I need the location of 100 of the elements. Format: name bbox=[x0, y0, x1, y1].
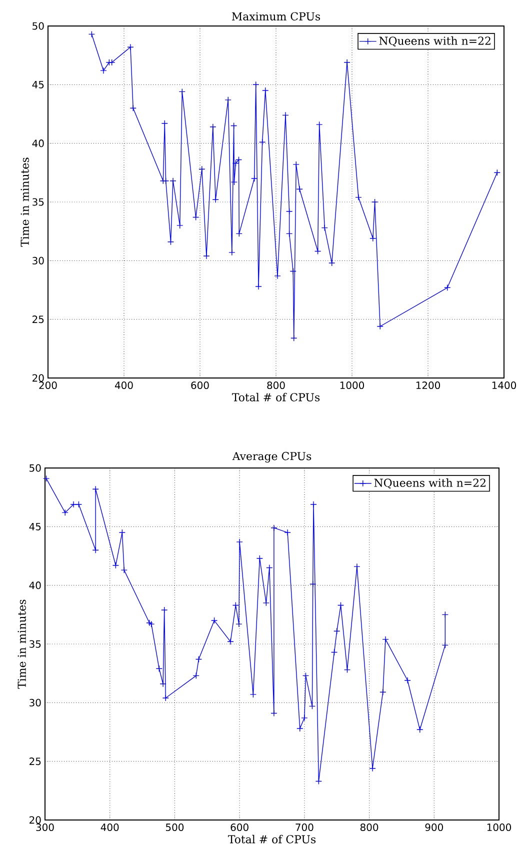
y-tick-label: 35 bbox=[30, 640, 41, 648]
x-tick-label: 1000 bbox=[340, 382, 364, 390]
y-tick-label: 25 bbox=[32, 316, 44, 324]
legend-label: NQueens with n=22 bbox=[379, 36, 490, 46]
y-tick-label: 40 bbox=[29, 582, 41, 590]
x-tick-label: 1400 bbox=[492, 382, 516, 390]
point bbox=[290, 334, 298, 342]
x-tick-label: 1200 bbox=[416, 382, 440, 390]
point bbox=[316, 121, 323, 128]
point bbox=[112, 562, 120, 569]
point bbox=[75, 501, 82, 508]
point bbox=[284, 529, 291, 536]
point bbox=[370, 235, 376, 242]
y-axis-title: Time in minutes bbox=[18, 600, 26, 689]
y-tick-label: 25 bbox=[30, 758, 41, 766]
point bbox=[210, 617, 218, 624]
point bbox=[228, 249, 236, 256]
point bbox=[286, 230, 293, 238]
point bbox=[92, 546, 99, 554]
x-tick-label: 600 bbox=[230, 824, 248, 832]
point bbox=[301, 714, 308, 722]
point bbox=[118, 529, 126, 536]
point bbox=[250, 691, 257, 698]
point bbox=[108, 59, 116, 66]
point bbox=[160, 680, 166, 688]
point bbox=[232, 602, 240, 609]
point bbox=[266, 564, 273, 572]
y-tick-label: 30 bbox=[30, 698, 41, 706]
point bbox=[192, 672, 200, 680]
x-tick-label: 500 bbox=[166, 824, 184, 832]
point bbox=[236, 230, 242, 238]
point bbox=[416, 726, 424, 733]
point bbox=[230, 178, 238, 186]
y-axis-title: Time in minutes bbox=[20, 158, 29, 247]
point bbox=[442, 642, 449, 649]
point bbox=[270, 710, 278, 717]
point bbox=[212, 196, 219, 203]
y-tick-label: 40 bbox=[32, 140, 44, 148]
x-tick-label: 200 bbox=[39, 382, 57, 390]
chart-title: Maximum CPUs bbox=[232, 12, 320, 20]
point bbox=[148, 620, 155, 628]
x-tick-label: 700 bbox=[296, 824, 314, 832]
x-tick-label: 800 bbox=[360, 824, 378, 832]
x-axis-title: Total # of CPUs bbox=[232, 392, 320, 402]
point bbox=[330, 648, 338, 656]
point bbox=[232, 160, 240, 167]
y-tick-label: 20 bbox=[30, 816, 41, 824]
point bbox=[382, 636, 389, 643]
point bbox=[162, 178, 170, 184]
point bbox=[162, 694, 169, 702]
x-tick-label: 400 bbox=[114, 382, 133, 390]
point bbox=[42, 475, 50, 482]
point bbox=[235, 156, 242, 164]
legend-label: NQueens with n=22 bbox=[374, 478, 486, 489]
point bbox=[310, 580, 316, 588]
point bbox=[371, 198, 378, 206]
point bbox=[355, 194, 362, 201]
point bbox=[282, 112, 289, 119]
point bbox=[442, 611, 449, 618]
point bbox=[100, 67, 107, 74]
y-tick-label: 45 bbox=[29, 522, 41, 530]
point bbox=[255, 283, 262, 290]
point bbox=[230, 122, 238, 130]
point bbox=[314, 248, 322, 255]
x-tick-label: 1000 bbox=[487, 824, 512, 832]
point bbox=[210, 124, 216, 130]
point bbox=[161, 606, 168, 614]
point bbox=[146, 620, 153, 626]
point bbox=[178, 88, 186, 96]
point bbox=[130, 104, 136, 112]
point bbox=[127, 44, 134, 50]
point bbox=[120, 566, 128, 574]
point bbox=[321, 224, 328, 232]
point bbox=[310, 501, 317, 508]
point bbox=[344, 666, 351, 674]
point bbox=[198, 166, 206, 172]
point bbox=[262, 87, 269, 94]
point bbox=[227, 638, 234, 645]
x-tick-label: 800 bbox=[267, 382, 285, 390]
point bbox=[252, 81, 260, 88]
y-tick-label: 45 bbox=[32, 80, 44, 88]
point bbox=[334, 628, 340, 634]
point bbox=[328, 260, 336, 266]
point bbox=[308, 702, 316, 710]
x-tick-label: 900 bbox=[425, 824, 443, 832]
x-tick-label: 400 bbox=[100, 824, 119, 832]
point bbox=[167, 238, 174, 246]
point bbox=[192, 214, 200, 221]
point bbox=[161, 120, 168, 127]
point bbox=[444, 284, 451, 291]
y-tick-label: 50 bbox=[30, 464, 41, 472]
chart-title: Average CPUs bbox=[232, 452, 312, 462]
point bbox=[296, 725, 304, 732]
point bbox=[170, 178, 176, 184]
x-axis-title: Total # of CPUs bbox=[228, 834, 316, 844]
point bbox=[404, 677, 411, 684]
point bbox=[290, 268, 296, 275]
y-tick-label: 30 bbox=[32, 256, 44, 264]
point bbox=[88, 30, 96, 38]
x-tick-label: 600 bbox=[191, 382, 209, 390]
